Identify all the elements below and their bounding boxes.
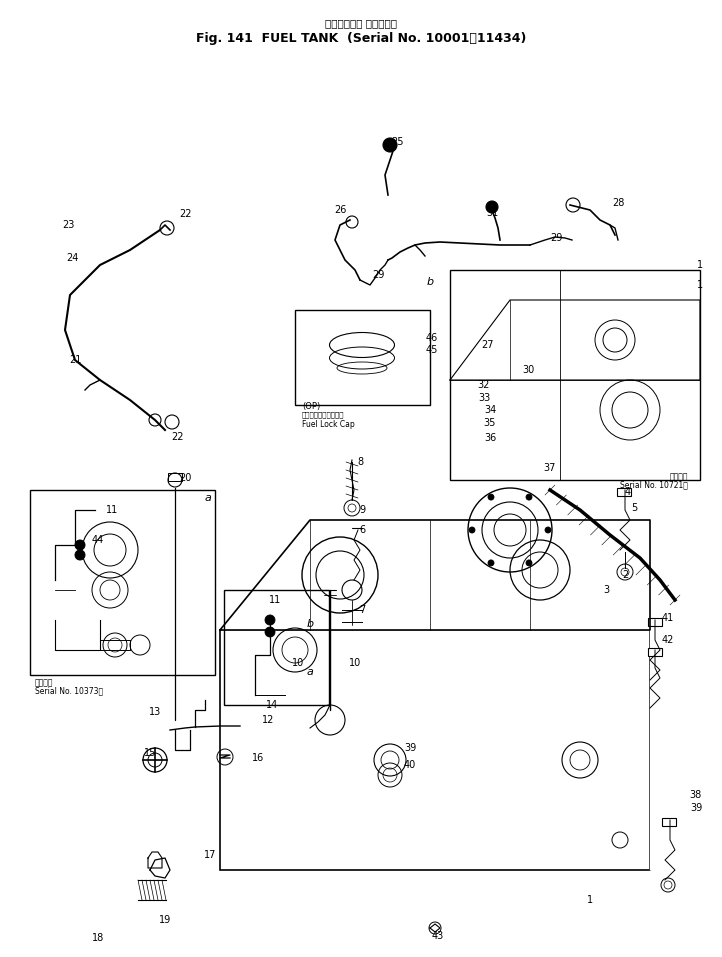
Bar xyxy=(450,270,700,480)
Bar xyxy=(30,490,215,675)
Bar xyxy=(224,590,329,705)
Circle shape xyxy=(265,615,275,625)
Text: Fig. 141  FUEL TANK  (Serial No. 10001～11434): Fig. 141 FUEL TANK (Serial No. 10001～114… xyxy=(196,32,526,45)
Circle shape xyxy=(526,494,532,501)
Text: 42: 42 xyxy=(662,635,674,645)
Text: Serial No. 10373～: Serial No. 10373～ xyxy=(35,686,103,695)
Text: 29: 29 xyxy=(372,270,384,280)
Text: 22: 22 xyxy=(172,432,184,442)
Text: 11: 11 xyxy=(106,505,118,515)
Circle shape xyxy=(526,560,532,566)
Text: 10: 10 xyxy=(292,658,304,668)
Circle shape xyxy=(469,527,475,533)
Circle shape xyxy=(383,138,397,152)
Circle shape xyxy=(265,627,275,637)
Text: 6: 6 xyxy=(359,525,365,535)
Text: Fuel Lock Cap: Fuel Lock Cap xyxy=(302,420,355,429)
Text: 7: 7 xyxy=(359,605,365,615)
Text: 14: 14 xyxy=(266,700,278,710)
Text: 9: 9 xyxy=(359,505,365,515)
Text: Serial No. 10721～: Serial No. 10721～ xyxy=(620,480,688,489)
Text: 25: 25 xyxy=(392,137,404,147)
Text: 適用号機: 適用号機 xyxy=(35,678,53,687)
Text: 31: 31 xyxy=(486,208,498,218)
Text: 21: 21 xyxy=(69,355,81,365)
Text: 2: 2 xyxy=(622,570,628,580)
Text: 23: 23 xyxy=(62,220,74,230)
Text: 30: 30 xyxy=(522,365,534,375)
Bar xyxy=(617,488,631,496)
Text: a: a xyxy=(307,667,313,677)
Circle shape xyxy=(75,540,85,550)
Text: 29: 29 xyxy=(550,233,562,243)
Text: 18: 18 xyxy=(92,933,104,943)
Text: (OP): (OP) xyxy=(302,402,321,411)
Bar xyxy=(648,648,662,656)
Text: フェルロックキャップ: フェルロックキャップ xyxy=(302,411,344,417)
Text: a: a xyxy=(204,493,212,503)
Bar xyxy=(220,630,650,870)
Text: 44: 44 xyxy=(92,535,104,545)
Text: 32: 32 xyxy=(478,380,490,390)
Text: 8: 8 xyxy=(357,457,363,467)
Text: 16: 16 xyxy=(252,753,264,763)
Circle shape xyxy=(488,560,494,566)
Text: 1: 1 xyxy=(697,280,703,290)
Text: 40: 40 xyxy=(404,760,416,770)
Circle shape xyxy=(75,550,85,560)
Text: 1: 1 xyxy=(697,260,703,270)
Text: 24: 24 xyxy=(66,253,78,263)
Text: 34: 34 xyxy=(484,405,496,415)
Text: 45: 45 xyxy=(426,345,438,355)
Bar xyxy=(662,818,676,826)
Text: 41: 41 xyxy=(662,613,674,623)
Text: b: b xyxy=(306,619,313,629)
Circle shape xyxy=(486,201,498,213)
Text: 35: 35 xyxy=(484,418,496,428)
Text: 適用号機: 適用号機 xyxy=(669,472,688,481)
Text: 43: 43 xyxy=(432,931,444,941)
Circle shape xyxy=(488,494,494,501)
Text: 19: 19 xyxy=(159,915,171,925)
Polygon shape xyxy=(220,520,650,630)
Text: フェルタンク （適用号機: フェルタンク （適用号機 xyxy=(325,18,397,28)
Circle shape xyxy=(545,527,551,533)
Text: 5: 5 xyxy=(631,503,637,513)
Text: 36: 36 xyxy=(484,433,496,443)
Bar xyxy=(648,618,662,626)
Text: 37: 37 xyxy=(544,463,556,473)
Text: 38: 38 xyxy=(689,790,701,800)
Text: 46: 46 xyxy=(426,333,438,343)
Text: 4: 4 xyxy=(625,487,631,497)
Text: 33: 33 xyxy=(478,393,490,403)
Text: 26: 26 xyxy=(334,205,346,215)
Text: 15: 15 xyxy=(144,748,156,758)
Text: 12: 12 xyxy=(262,715,274,725)
Text: 13: 13 xyxy=(149,707,161,717)
Text: 10: 10 xyxy=(349,658,361,668)
Bar xyxy=(168,473,182,481)
Text: 11: 11 xyxy=(269,595,281,605)
Text: 39: 39 xyxy=(690,803,702,813)
Text: 39: 39 xyxy=(404,743,416,753)
Text: b: b xyxy=(427,277,434,287)
Text: 17: 17 xyxy=(204,850,216,860)
Text: 3: 3 xyxy=(603,585,609,595)
Text: 20: 20 xyxy=(179,473,191,483)
Text: 22: 22 xyxy=(179,209,191,219)
Text: 27: 27 xyxy=(482,340,495,350)
Text: 1: 1 xyxy=(587,895,593,905)
Text: 28: 28 xyxy=(612,198,625,208)
Bar xyxy=(295,310,430,405)
